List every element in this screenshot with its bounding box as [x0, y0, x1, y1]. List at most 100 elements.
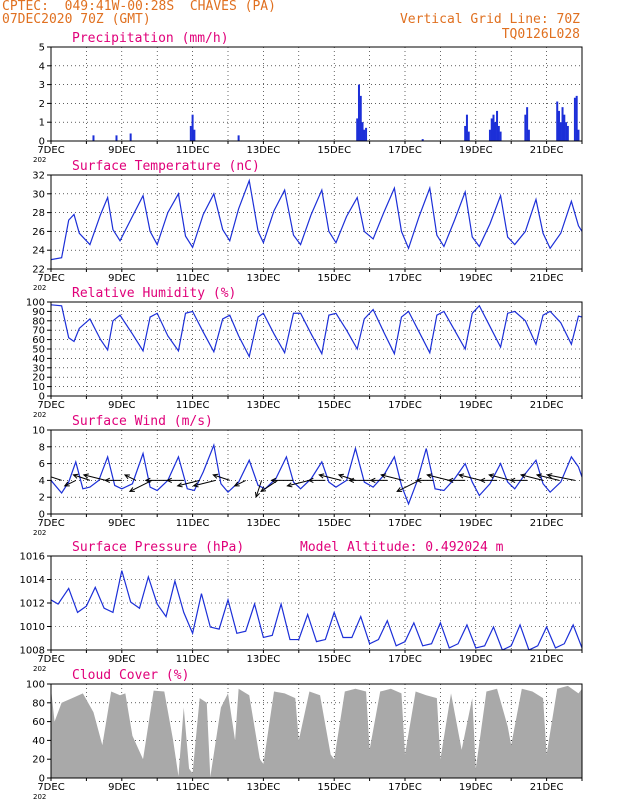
cloud-cover-area — [51, 685, 582, 778]
x-year-label: 202 — [33, 665, 46, 673]
y-tick-label: 0 — [39, 510, 45, 521]
y-tick-label: 1010 — [20, 622, 45, 633]
wind-arrowhead — [519, 473, 527, 479]
wind-vector-arrow — [338, 474, 356, 481]
wind-vector-arrow — [458, 474, 482, 481]
wind-arrowhead — [415, 477, 422, 484]
relative-humidity-plot — [51, 304, 582, 359]
x-tick-label: 9DEC — [108, 273, 135, 284]
x-year-label: 202 — [33, 156, 46, 164]
x-tick-label: 15DEC — [317, 400, 351, 411]
surface-temperature-panel: 22 24 26 28 30 32 7DEC 9DEC 11DEC 13DEC 15DEC 17DEC… — [32, 159, 583, 292]
precipitation-frame — [50, 46, 583, 142]
wind-arrowhead — [45, 474, 50, 478]
precipitation-bar — [421, 139, 424, 141]
x-tick-label: 21DEC — [530, 145, 564, 156]
x-tick-label: 11DEC — [176, 654, 210, 665]
wind-arrowhead — [447, 477, 454, 484]
x-tick-label: 15DEC — [317, 654, 351, 665]
wind-vector-arrow — [129, 479, 153, 492]
y-tick-label: 40 — [32, 736, 45, 747]
y-tick-label: 6 — [39, 459, 45, 470]
x-tick-label: 11DEC — [176, 273, 210, 284]
wind-arrowhead — [426, 473, 433, 479]
y-tick-label: 1014 — [20, 575, 45, 586]
y-tick-label: 80 — [32, 698, 45, 709]
wind-arrowhead — [488, 473, 495, 479]
precipitation-bar — [526, 107, 529, 141]
x-tick-label: 7DEC — [37, 400, 64, 411]
precipitation-bar — [356, 118, 359, 141]
wind-vector-arrow — [396, 479, 420, 492]
precipitation-bar — [467, 131, 470, 141]
precipitation-bar — [496, 110, 499, 141]
precipitation-bar — [556, 101, 559, 141]
x-tick-label: 13DEC — [247, 654, 281, 665]
x-tick-label: 9DEC — [108, 518, 135, 529]
y-tick-label: 22 — [32, 265, 45, 276]
y-tick-label: 10 — [32, 426, 45, 437]
surface-pressure-title: Surface Pressure (hPa) — [72, 540, 244, 555]
surface-wind-panel: 0 2 4 6 8 10 7DEC 9DEC 11DEC 13DEC 15DEC 17DEC 19DEC… — [32, 414, 583, 537]
precipitation-plot — [92, 84, 580, 141]
wind-arrowhead — [546, 473, 553, 479]
y-tick-label: 90 — [32, 307, 45, 318]
vertical-grid-note: Vertical Grid Line: 70Z — [399, 12, 580, 27]
wind-vector-arrow — [547, 474, 576, 481]
station-header: CPTEC: 049:41W-00:28S CHAVES (PA) — [2, 0, 276, 14]
surface-wind-frame — [50, 429, 583, 515]
y-tick-label: 26 — [32, 227, 45, 238]
precipitation-bar — [193, 129, 196, 141]
precipitation-bar — [191, 114, 194, 141]
x-year-label: 202 — [33, 529, 46, 537]
wind-vector-arrow — [319, 474, 342, 481]
x-tick-label: 9DEC — [108, 400, 135, 411]
wind-arrowhead — [192, 482, 199, 488]
x-tick-label: 13DEC — [247, 400, 281, 411]
wind-vector-arrow — [536, 474, 560, 481]
x-tick-label: 15DEC — [317, 145, 351, 156]
wind-vector-arrow — [255, 480, 263, 498]
y-tick-label: 50 — [32, 345, 45, 356]
precipitation-bar — [497, 125, 500, 141]
cloud-cover-frame — [50, 683, 583, 779]
wind-arrowhead — [260, 486, 267, 493]
cloud-cover-plot — [51, 685, 582, 778]
y-tick-label: 70 — [32, 326, 45, 337]
precipitation-bar — [361, 122, 364, 141]
x-tick-label: 21DEC — [530, 782, 564, 793]
x-tick-label: 19DEC — [459, 518, 493, 529]
x-tick-label: 19DEC — [459, 273, 493, 284]
x-tick-label: 9DEC — [108, 145, 135, 156]
wind-arrowhead — [144, 477, 151, 484]
wind-arrowhead — [479, 477, 486, 484]
precipitation-bar — [573, 97, 576, 141]
y-tick-label: 2 — [39, 493, 45, 504]
wind-vector-arrow — [234, 479, 246, 487]
x-year-label: 202 — [33, 793, 46, 800]
x-tick-label: 15DEC — [317, 273, 351, 284]
x-tick-label: 17DEC — [388, 400, 422, 411]
precipitation-bar — [563, 114, 566, 141]
y-tick-label: 30 — [32, 363, 45, 374]
wind-vector-arrow — [287, 479, 310, 487]
x-tick-label: 15DEC — [317, 782, 351, 793]
y-tick-label: 100 — [26, 298, 45, 309]
y-tick-label: 0 — [39, 137, 45, 148]
surface-pressure-line — [51, 570, 582, 650]
wind-arrowhead — [233, 481, 240, 487]
precipitation-bar — [559, 122, 562, 141]
x-tick-label: 21DEC — [530, 273, 564, 284]
surface-temperature-plot — [51, 178, 582, 261]
y-tick-label: 0 — [39, 774, 45, 785]
y-tick-label: 1012 — [20, 599, 45, 610]
wind-arrowhead — [286, 482, 293, 488]
precipitation-title: Precipitation (mm/h) — [72, 31, 229, 46]
y-tick-label: 30 — [32, 189, 45, 200]
precipitation-bar — [488, 129, 491, 141]
surface-wind-plot — [45, 442, 582, 506]
surface-wind-line — [51, 442, 582, 506]
y-tick-label: 1008 — [20, 646, 45, 657]
wind-arrowhead — [176, 482, 183, 488]
